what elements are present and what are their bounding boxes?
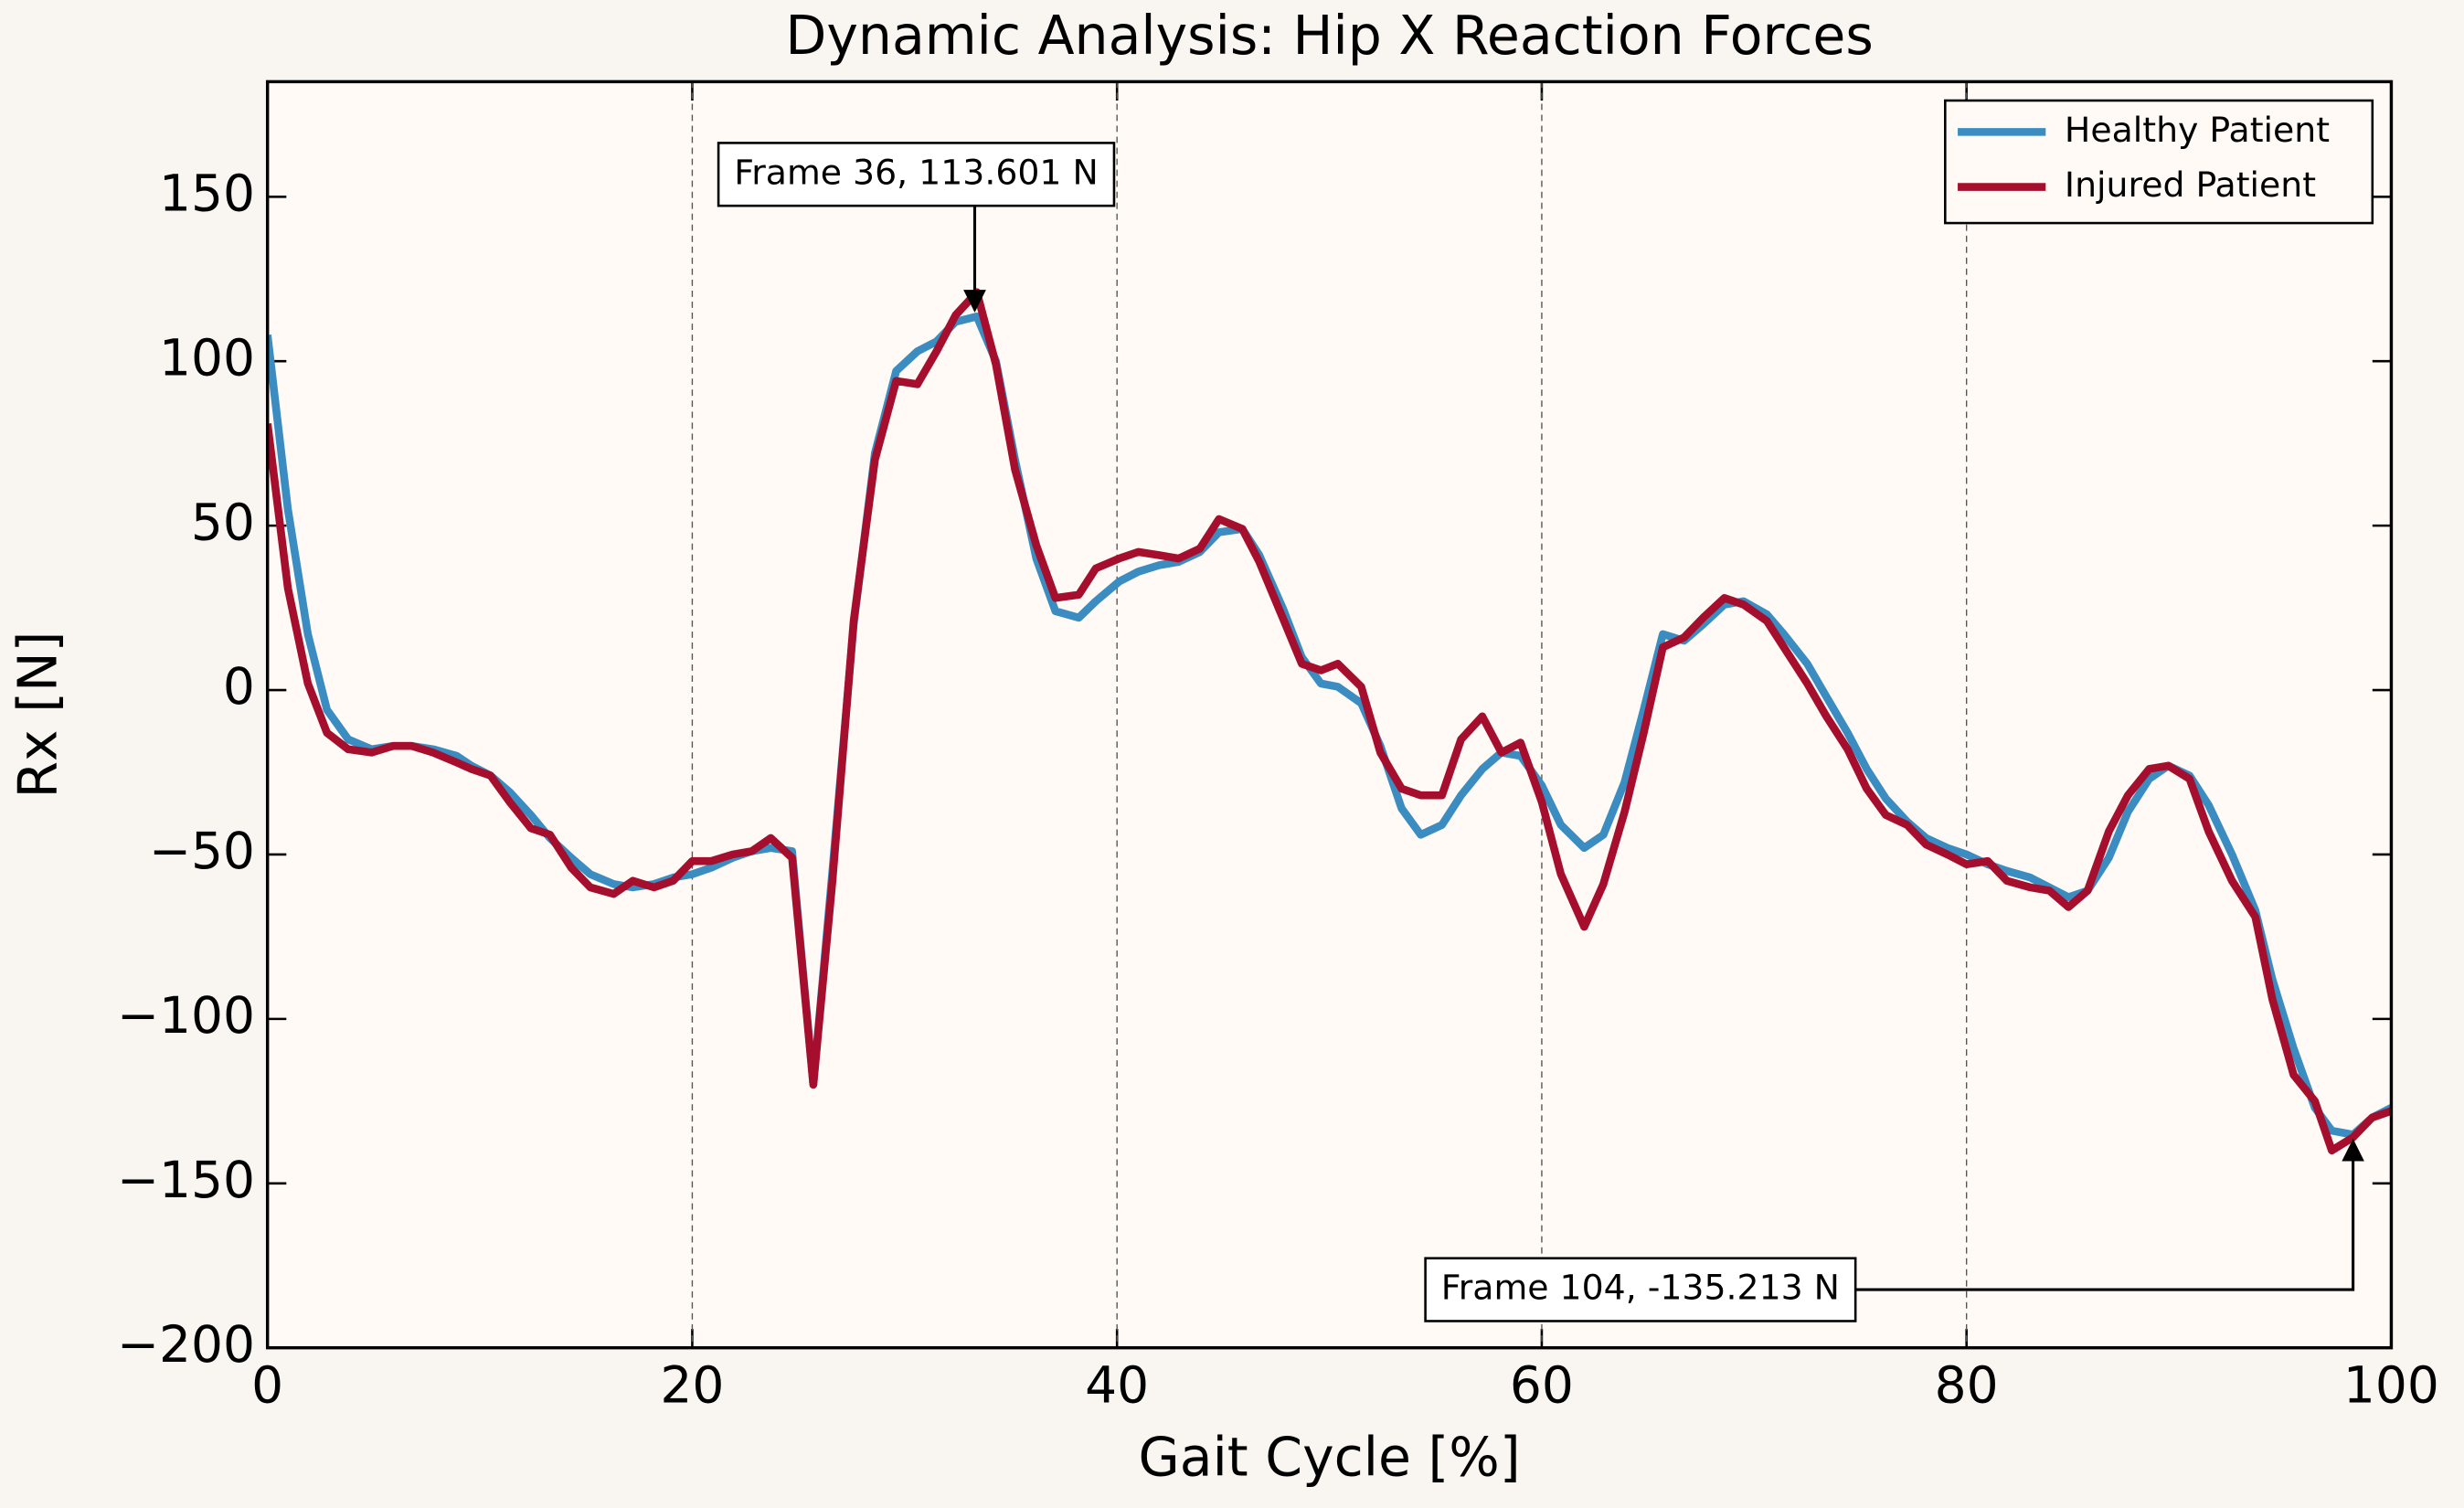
legend-box	[1944, 99, 2374, 225]
plot-background	[267, 81, 2392, 1348]
y-tick-label: 50	[191, 493, 255, 551]
x-tick-label: 0	[251, 1356, 283, 1415]
x-tick-label: 20	[660, 1356, 724, 1415]
y-tick-label: 100	[159, 328, 255, 387]
series-line	[267, 288, 2392, 1155]
y-axis-label: Rx [N]	[6, 632, 69, 799]
x-tick-label: 80	[1935, 1356, 1999, 1415]
y-tick-label: −150	[117, 1151, 255, 1209]
y-tick-label: −100	[117, 986, 255, 1045]
chart-title: Dynamic Analysis: Hip X Reaction Forces	[785, 5, 1873, 67]
y-tick-label: 150	[159, 164, 255, 222]
plot-frame	[265, 80, 2394, 1350]
legend-label: Healthy Patient	[2065, 110, 2330, 150]
y-tick-label: −200	[117, 1315, 255, 1374]
legend-label: Injured Patient	[2065, 165, 2316, 205]
annotation-text: Frame 36, 113.601 N	[734, 152, 1099, 192]
annotation-box	[717, 142, 1116, 207]
y-tick-label: −50	[149, 822, 255, 880]
annotation-text: Frame 104, -135.213 N	[1441, 1268, 1840, 1308]
x-tick-label: 100	[2343, 1356, 2439, 1415]
y-tick-label: 0	[223, 657, 255, 716]
x-axis-label: Gait Cycle [%]	[1138, 1427, 1520, 1489]
x-tick-label: 40	[1085, 1356, 1149, 1415]
x-tick-label: 60	[1510, 1356, 1574, 1415]
annotation-arrow	[1855, 1138, 2364, 1291]
